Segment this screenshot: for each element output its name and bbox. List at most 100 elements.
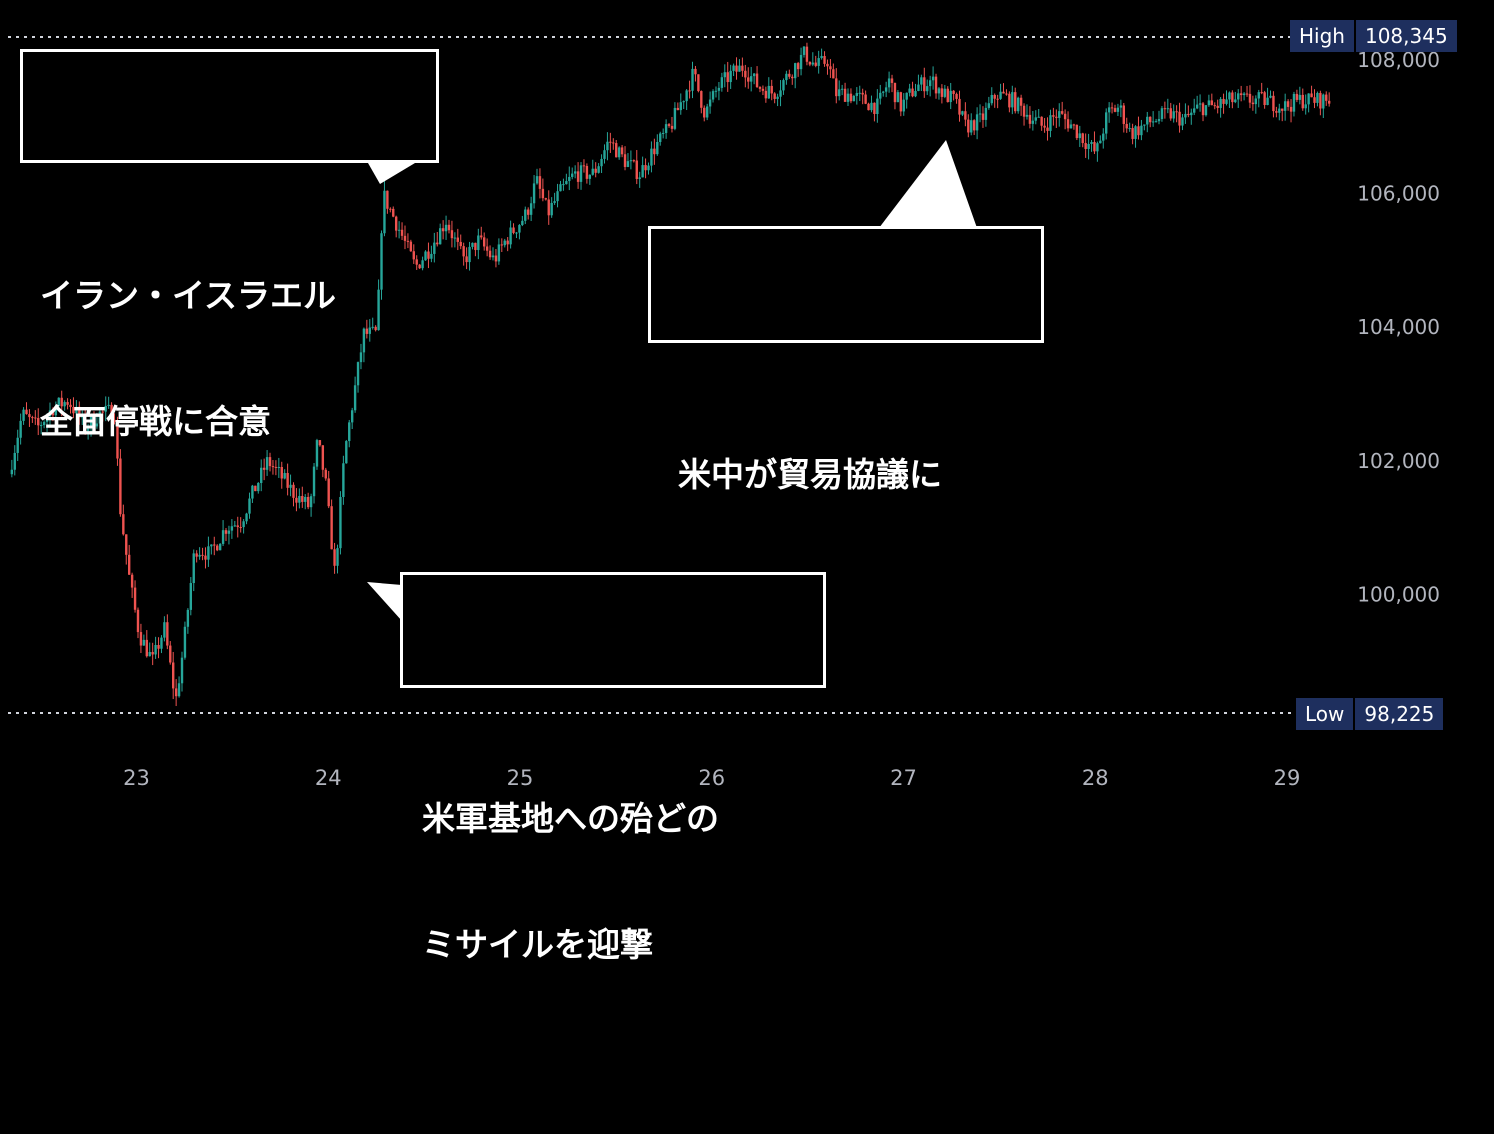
y-tick-label: 104,000 (1357, 315, 1440, 339)
callout-tariff-line1: 米中が貿易協議に (678, 455, 942, 494)
candle (1113, 104, 1117, 113)
candle (876, 89, 879, 123)
low-label: Low (1305, 702, 1345, 726)
candle (890, 74, 894, 93)
candle (10, 459, 14, 478)
candle (400, 222, 404, 240)
candle (817, 50, 820, 74)
candle (588, 174, 592, 185)
candle (946, 86, 949, 103)
candle (1143, 124, 1146, 131)
candle (174, 679, 178, 707)
candle (811, 52, 815, 67)
candle (177, 676, 181, 698)
candle (268, 452, 272, 472)
candle (453, 232, 457, 248)
candle (579, 162, 583, 190)
candle (54, 401, 58, 418)
candle (327, 470, 330, 509)
candle (858, 85, 861, 102)
candle (972, 119, 976, 135)
candle (1222, 93, 1225, 114)
candle (468, 241, 471, 271)
candle (236, 516, 239, 538)
candle (679, 93, 682, 115)
candle (747, 67, 750, 89)
candle (86, 423, 90, 440)
candle (761, 85, 765, 96)
candle (653, 138, 656, 165)
candle (441, 220, 445, 240)
candle (855, 87, 859, 105)
candle (1301, 88, 1304, 111)
candle (342, 455, 345, 505)
candle (691, 61, 694, 99)
candle (1289, 99, 1293, 123)
candle (612, 138, 615, 150)
candle (620, 145, 624, 158)
candle (873, 102, 876, 122)
candle (515, 232, 518, 239)
candle (356, 361, 360, 393)
candle (791, 74, 794, 85)
candle (491, 247, 495, 261)
candle (996, 94, 999, 109)
candle (720, 72, 724, 92)
candle (682, 100, 685, 109)
candle (887, 71, 891, 93)
candle (186, 608, 190, 634)
candle (386, 190, 389, 214)
candle (770, 79, 773, 101)
candle (1175, 105, 1178, 123)
candle (1269, 90, 1272, 99)
candle (1122, 102, 1126, 133)
candle (371, 317, 374, 330)
candles (10, 42, 1331, 707)
candle (1072, 123, 1076, 130)
candle (518, 224, 521, 240)
candle (849, 88, 853, 104)
callout-missile-line2: ミサイルを迎撃 (422, 925, 653, 964)
candle (1242, 92, 1246, 101)
candle (265, 450, 269, 476)
candle (1022, 103, 1026, 126)
candle (758, 86, 762, 93)
candle (465, 247, 468, 270)
candle (1322, 93, 1325, 118)
candle (333, 542, 336, 574)
candle (1298, 86, 1302, 105)
candle (606, 132, 609, 161)
candle (764, 86, 768, 103)
candle (1237, 89, 1240, 108)
candle (380, 230, 383, 300)
candle (1014, 87, 1017, 114)
candle (127, 544, 131, 575)
candle (245, 512, 248, 525)
candle (1319, 90, 1322, 116)
candle (1052, 107, 1055, 126)
candle (723, 64, 726, 88)
candle (931, 66, 935, 90)
candle (22, 407, 25, 425)
candle (955, 92, 958, 104)
candle (324, 467, 327, 481)
candle (415, 255, 418, 270)
candle (629, 150, 633, 170)
candle (125, 534, 128, 565)
candle (1081, 132, 1084, 148)
candle (37, 408, 40, 436)
candle (597, 163, 600, 174)
candle (444, 215, 448, 240)
candle (392, 206, 395, 218)
candle (1166, 98, 1170, 114)
candle (63, 400, 66, 411)
candle (571, 167, 574, 180)
candle (524, 206, 527, 225)
candle (568, 166, 571, 191)
candle (893, 82, 897, 110)
candle (1016, 96, 1020, 114)
candle (1172, 104, 1175, 123)
price-axis: 100,000 102,000 104,000 106,000 108,000 (1357, 48, 1440, 606)
candle (110, 402, 113, 421)
candle (485, 238, 489, 257)
